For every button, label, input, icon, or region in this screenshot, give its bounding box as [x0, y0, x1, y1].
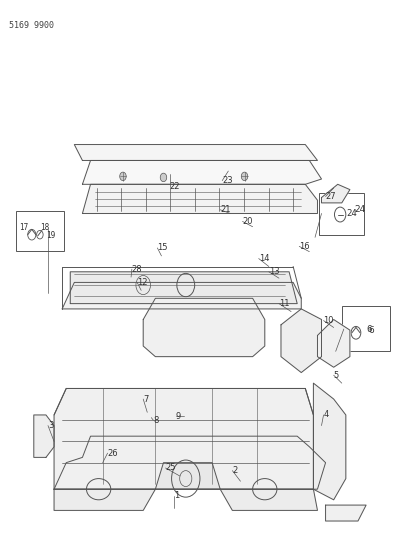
Text: 22: 22	[170, 182, 180, 191]
Text: 14: 14	[259, 254, 269, 263]
Text: 1: 1	[174, 491, 179, 500]
Text: 10: 10	[324, 316, 334, 325]
Text: 15: 15	[157, 244, 168, 253]
Polygon shape	[281, 309, 322, 373]
Polygon shape	[155, 463, 220, 489]
Polygon shape	[54, 489, 155, 511]
Text: 25: 25	[166, 464, 176, 472]
Polygon shape	[326, 505, 366, 521]
Text: 13: 13	[269, 268, 279, 276]
Polygon shape	[54, 389, 313, 489]
Circle shape	[241, 172, 248, 181]
Text: 2: 2	[233, 466, 237, 475]
Polygon shape	[82, 184, 317, 214]
Polygon shape	[143, 298, 265, 357]
Text: 19: 19	[46, 231, 55, 240]
Text: 6: 6	[368, 326, 374, 335]
Text: 6: 6	[366, 325, 371, 334]
Text: 7: 7	[143, 394, 149, 403]
Polygon shape	[34, 415, 54, 457]
Text: 11: 11	[279, 299, 289, 308]
Text: 9: 9	[175, 411, 181, 421]
Text: 27: 27	[326, 192, 336, 201]
Circle shape	[120, 172, 126, 181]
Text: 16: 16	[299, 242, 310, 251]
FancyBboxPatch shape	[342, 306, 390, 351]
Text: 21: 21	[220, 205, 231, 214]
Polygon shape	[54, 436, 326, 489]
Text: 24: 24	[354, 205, 365, 214]
Polygon shape	[313, 383, 346, 500]
Text: 8: 8	[153, 416, 159, 425]
Polygon shape	[62, 282, 301, 309]
Polygon shape	[322, 184, 350, 203]
Text: 5: 5	[334, 370, 339, 379]
Text: 17: 17	[20, 223, 29, 232]
Polygon shape	[74, 144, 317, 160]
Text: 18: 18	[40, 223, 49, 232]
Circle shape	[160, 173, 167, 182]
FancyBboxPatch shape	[319, 193, 364, 235]
Polygon shape	[317, 319, 350, 367]
Text: 20: 20	[242, 217, 253, 226]
FancyBboxPatch shape	[16, 211, 64, 251]
Text: 3: 3	[48, 421, 53, 430]
Text: 5169 9900: 5169 9900	[9, 21, 55, 30]
Text: 23: 23	[222, 176, 233, 185]
Text: 12: 12	[137, 278, 148, 287]
Polygon shape	[220, 489, 317, 511]
Polygon shape	[70, 272, 297, 304]
Text: 28: 28	[132, 265, 142, 273]
Text: 24: 24	[346, 209, 357, 218]
Polygon shape	[82, 160, 322, 184]
Text: 26: 26	[108, 449, 118, 458]
Text: 4: 4	[324, 410, 329, 419]
